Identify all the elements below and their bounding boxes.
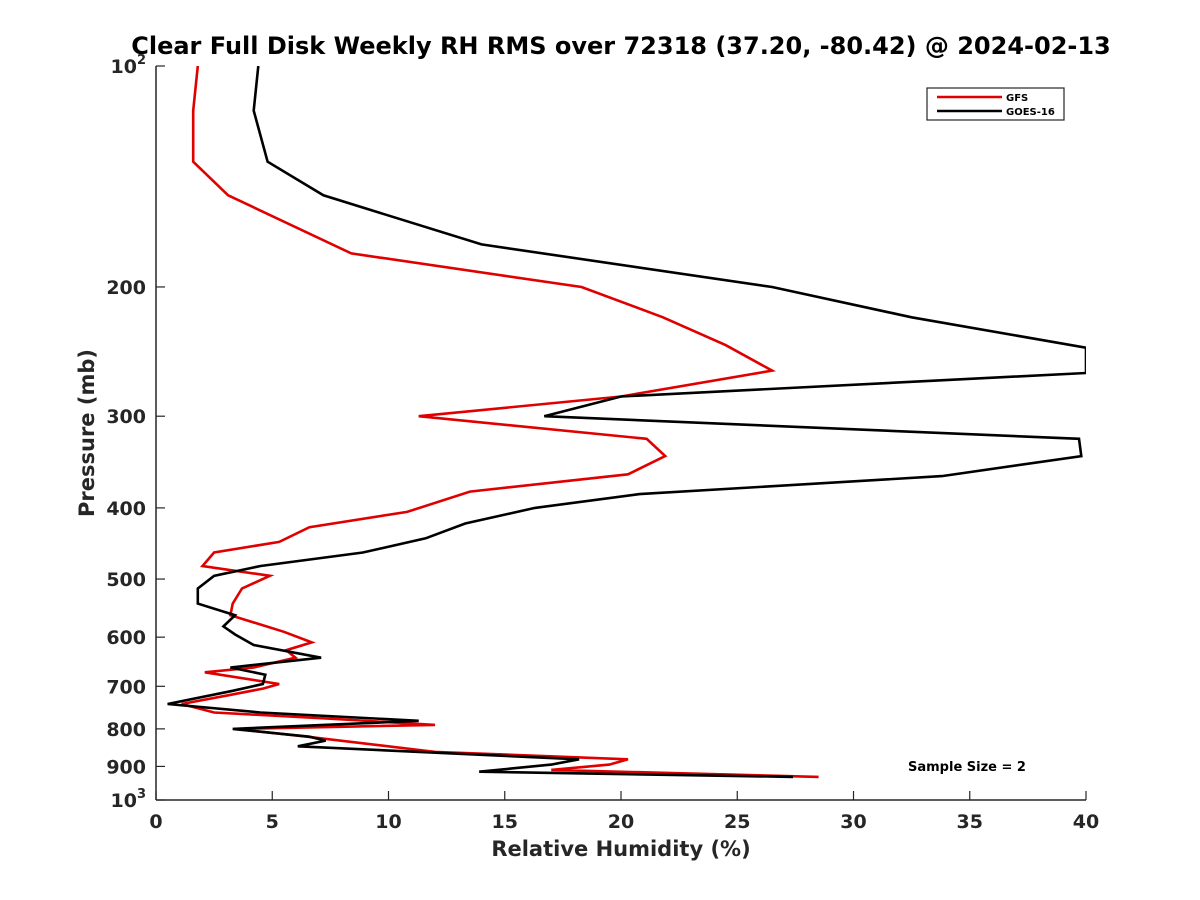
y-tick-label: 400 <box>106 498 146 520</box>
series-line-gfs <box>181 66 819 779</box>
y-axis-label: Pressure (mb) <box>75 349 99 517</box>
x-tick-label: 10 <box>375 811 401 833</box>
chart-title: Clear Full Disk Weekly RH RMS over 72318… <box>131 32 1111 60</box>
x-tick-label: 20 <box>608 811 634 833</box>
x-tick-label: 30 <box>840 811 866 833</box>
x-tick-label: 15 <box>492 811 518 833</box>
legend-label-goes-16: GOES-16 <box>1006 107 1055 118</box>
legend-box <box>926 87 1065 121</box>
x-tick-label: 35 <box>957 811 983 833</box>
y-tick-label: 200 <box>106 277 146 299</box>
x-tick-label: 5 <box>266 811 279 833</box>
y-tick-label: 700 <box>106 676 146 698</box>
legend: GFS GOES-16 <box>926 87 1065 121</box>
legend-label-gfs: GFS <box>1006 93 1028 104</box>
y-tick-label: 300 <box>106 406 146 428</box>
y-tick-label: 600 <box>106 627 146 649</box>
series-line-goes-16 <box>167 66 1086 779</box>
x-tick-label: 40 <box>1073 811 1099 833</box>
y-tick-label: 800 <box>106 719 146 741</box>
plot-area: 0 5 10 15 20 25 30 35 40 102 200 300 400 500 600 700 800… <box>106 53 1099 833</box>
y-tick-label: 900 <box>106 756 146 778</box>
y-tick-label: 500 <box>106 569 146 591</box>
sample-size-annotation: Sample Size = 2 <box>908 760 1026 775</box>
y-tick-label: 102 <box>111 53 147 78</box>
y-tick-label: 103 <box>111 787 147 812</box>
x-axis-label: Relative Humidity (%) <box>491 837 750 861</box>
x-tick-label: 0 <box>149 811 162 833</box>
x-tick-label: 25 <box>724 811 750 833</box>
